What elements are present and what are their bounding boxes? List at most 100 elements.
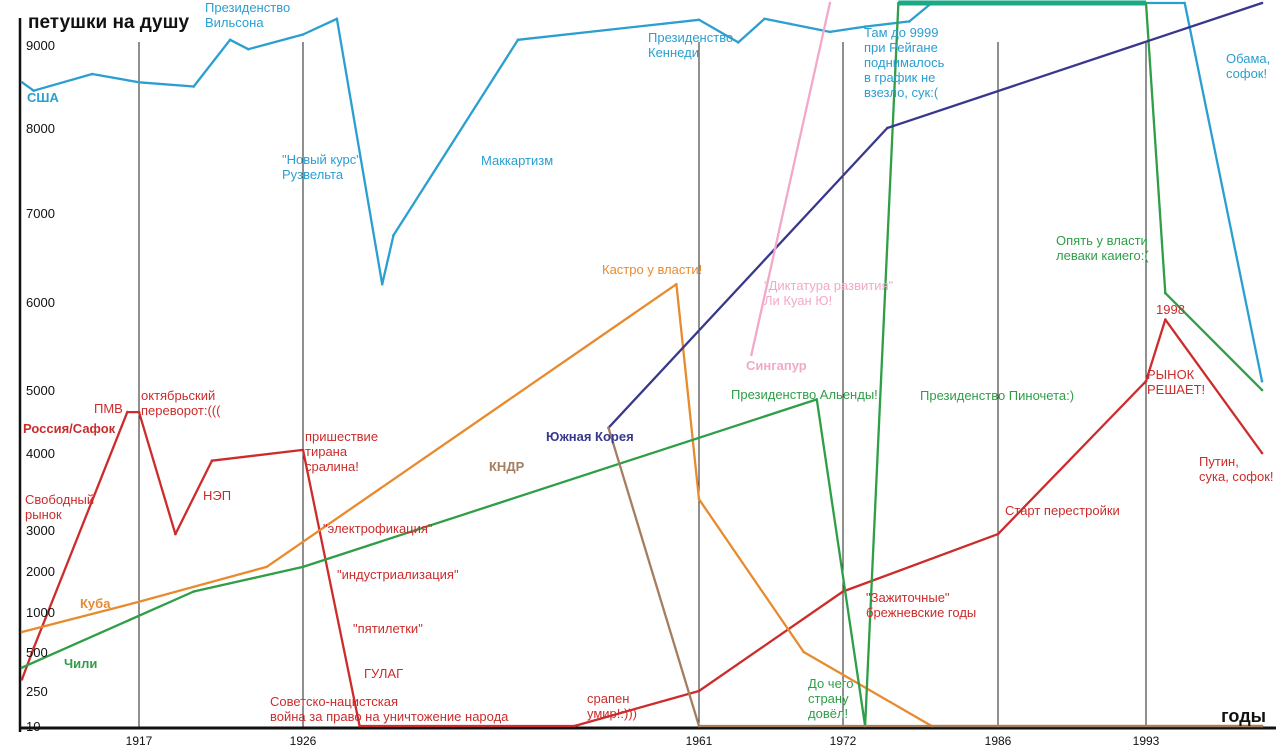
y-tick-label-8000: 8000 [26,121,55,136]
data-point-usa-10 [392,234,395,237]
data-point-usa-6 [247,47,250,51]
data-point-chile-7 [1164,291,1167,295]
annotation-2: Маккартизм [481,153,553,168]
annotation-4: Там до 9999 при Рейгане поднималось в графи… [864,25,945,100]
data-point-cuba-3 [675,282,678,286]
data-point-russia-8 [573,724,576,728]
data-point-chile-1 [192,590,195,593]
data-point-cuba-4 [697,497,701,501]
series-line-north-korea [607,427,1262,728]
y-tick-label-10: 10 [26,719,40,734]
data-point-north-korea-0 [607,426,610,430]
data-point-chile-0 [20,666,24,669]
annotation-30: "Зажиточные" брежневские годы [866,590,976,620]
data-point-usa-16 [828,30,832,34]
data-point-usa-0 [20,81,24,84]
data-point-russia-6 [301,448,305,452]
annotation-24: До чего страну довёл! [808,676,853,721]
data-point-russia-11 [996,532,1000,536]
annotation-27: КНДР [489,459,525,474]
annotation-12: пришествие тирана сралина! [305,429,378,474]
data-point-usa-17 [863,25,867,28]
data-point-usa-13 [737,41,740,44]
data-point-usa-11 [516,38,520,42]
y-tick-label-250: 250 [26,684,48,699]
data-point-russia-9 [697,689,701,693]
y-tick-label-5000: 5000 [26,383,55,398]
annotation-1: "Новый курс" Рузвельта [282,152,361,182]
data-point-russia-12 [1144,379,1148,383]
annotation-17: Советско-нацистская война за право на уни… [270,694,509,724]
annotation-14: "индустриализация" [337,567,459,582]
data-point-russia-1 [32,646,35,650]
y-tick-label-2000: 2000 [26,564,55,579]
data-point-usa-1 [32,89,35,92]
annotation-33: РЫНОК РЕШАЕТ! [1147,367,1205,397]
y-tick-labels: 10 250 500 1000 2000 3000 4000 5000 6000 7000 8000… [26,38,55,734]
chart-title: петушки на душу [28,12,189,33]
data-point-usa-20 [1183,1,1186,5]
x-tick-label-1961: 1961 [686,734,713,748]
data-point-cuba-1 [137,600,141,604]
data-point-singapore-1 [828,1,832,5]
data-point-russia-4 [174,532,177,536]
data-point-usa-7 [301,33,305,36]
data-point-south-korea-2 [1260,1,1264,5]
data-point-cuba-2 [265,565,268,569]
data-point-cuba-0 [20,630,24,634]
y-tick-label-7000: 7000 [26,206,55,221]
data-point-usa-4 [192,85,195,88]
data-point-usa-3 [137,81,141,84]
vertical-gridlines [138,42,1147,728]
annotation-26: Южная Корея [546,429,634,444]
annotation-19: Кастро у власти! [602,262,702,277]
x-tick-label-1917: 1917 [126,734,153,748]
annotation-21: Чили [64,656,97,671]
annotation-15: "пятилетки" [353,621,423,636]
annotations: Президенство Вильсона "Новый курс" Рузвельт… [23,0,1274,724]
data-point-usa-12 [697,18,701,22]
annotation-18: срапен умир!:))) [587,691,637,721]
data-point-usa-5 [228,38,232,42]
annotation-22: Президенство Альенды! [731,387,878,402]
data-point-usa-9 [380,282,384,286]
data-point-north-korea-2 [1260,724,1264,728]
data-point-russia-2 [126,410,129,414]
annotation-8: октябрьский переворот:((( [141,388,221,418]
annotation-13: "электрофикация" [323,521,433,536]
data-point-usa-8 [335,17,339,21]
annotation-32: 1998 [1156,302,1185,317]
series-line-singapore [750,2,832,356]
data-point-usa-15 [789,22,792,26]
x-tick-label-1972: 1972 [830,734,857,748]
annotation-20: Куба [80,596,111,611]
annotation-0: Президенство Вильсона [205,0,290,30]
y-tick-label-1000: 1000 [26,605,55,620]
data-point-russia-14 [1260,451,1264,455]
annotation-5: Обама, софок! [1226,51,1270,81]
data-point-singapore-0 [750,353,753,357]
annotation-31: Старт перестройки [1005,503,1120,518]
x-tick-label-1986: 1986 [985,734,1012,748]
annotation-10: Свободный рынок [25,492,94,522]
axes [18,18,1276,732]
annotation-28: "Диктатура развития" Ли Куан Ю! [764,278,893,308]
y-tick-label-6000: 6000 [26,295,55,310]
data-point-usa-21 [1260,379,1264,383]
x-axis-label: годы [1221,706,1266,726]
data-point-russia-3 [137,410,141,414]
y-tick-label-9000: 9000 [26,38,55,53]
x-tick-label-1993: 1993 [1133,734,1160,748]
data-point-chile-8 [1260,388,1264,392]
y-tick-label-3000: 3000 [26,523,55,538]
data-point-russia-13 [1164,318,1167,321]
data-point-north-korea-1 [697,724,701,728]
data-point-russia-0 [20,678,24,681]
data-point-chile-2 [301,565,305,569]
data-point-usa-14 [763,17,766,21]
annotation-11: НЭП [203,488,231,503]
data-point-cuba-5 [802,650,805,654]
series-lines [20,0,1264,728]
data-point-chile-3 [815,398,819,401]
